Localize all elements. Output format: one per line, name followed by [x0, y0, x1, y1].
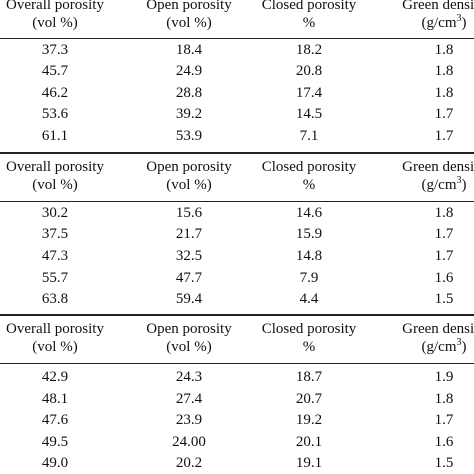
- cell-closed-porosity: 17.4: [295, 85, 323, 101]
- header-overall-porosity: Overall porosity: [6, 159, 104, 175]
- header-open-porosity-unit: (vol %): [166, 15, 212, 31]
- cell-green-density: 1.8: [434, 42, 454, 58]
- cell-overall-porosity: 55.7: [41, 270, 69, 286]
- cell-green-density: 1.7: [434, 412, 454, 428]
- header-overall-porosity: Overall porosity: [6, 321, 104, 337]
- cell-green-density: 1.8: [434, 63, 454, 79]
- cell-open-porosity: 47.7: [175, 270, 203, 286]
- header-open-porosity-unit: (vol %): [166, 339, 212, 355]
- cell-closed-porosity: 15.9: [295, 226, 323, 242]
- header-green-density: Green density: [402, 0, 474, 13]
- cell-green-density: 1.9: [434, 369, 454, 385]
- cell-closed-porosity: 19.2: [295, 412, 323, 428]
- header-rule: [0, 363, 474, 364]
- cell-overall-porosity: 49.0: [41, 455, 69, 471]
- header-overall-porosity-unit: (vol %): [32, 339, 78, 355]
- cell-closed-porosity: 18.2: [295, 42, 323, 58]
- cell-green-density: 1.6: [434, 270, 454, 286]
- cell-overall-porosity: 47.6: [41, 412, 69, 428]
- cell-closed-porosity: 14.6: [295, 205, 323, 221]
- header-closed-porosity-unit: %: [302, 15, 316, 31]
- cell-overall-porosity: 61.1: [41, 128, 69, 144]
- cell-open-porosity: 20.2: [175, 455, 203, 471]
- cell-closed-porosity: 7.1: [299, 128, 319, 144]
- cell-green-density: 1.6: [434, 434, 454, 450]
- header-open-porosity-unit: (vol %): [166, 177, 212, 193]
- table-block-1: Overall porosity Open porosity Closed po…: [0, 0, 474, 152]
- cell-open-porosity: 23.9: [175, 412, 203, 428]
- header-closed-porosity: Closed porosity: [261, 321, 357, 337]
- cell-closed-porosity: 7.9: [299, 270, 319, 286]
- header-closed-porosity: Closed porosity: [261, 0, 357, 13]
- header-green-density-unit: (g/cm3): [421, 13, 467, 32]
- cell-overall-porosity: 48.1: [41, 391, 69, 407]
- cell-open-porosity: 39.2: [175, 106, 203, 122]
- header-green-density: Green density: [402, 159, 474, 175]
- table-block-3: Overall porosity Open porosity Closed po…: [0, 318, 474, 474]
- cell-green-density: 1.7: [434, 106, 454, 122]
- cell-green-density: 1.7: [434, 128, 454, 144]
- cell-green-density: 1.7: [434, 226, 454, 242]
- cell-closed-porosity: 20.8: [295, 63, 323, 79]
- cell-open-porosity: 53.9: [175, 128, 203, 144]
- header-closed-porosity-unit: %: [302, 339, 316, 355]
- cell-closed-porosity: 4.4: [299, 291, 319, 307]
- cell-open-porosity: 24.3: [175, 369, 203, 385]
- cell-overall-porosity: 53.6: [41, 106, 69, 122]
- header-overall-porosity: Overall porosity: [6, 0, 104, 13]
- header-rule: [0, 38, 474, 39]
- cell-closed-porosity: 14.8: [295, 248, 323, 264]
- cell-open-porosity: 59.4: [175, 291, 203, 307]
- cell-overall-porosity: 42.9: [41, 369, 69, 385]
- cell-green-density: 1.5: [434, 455, 454, 471]
- cell-closed-porosity: 20.1: [295, 434, 323, 450]
- cell-overall-porosity: 47.3: [41, 248, 69, 264]
- cell-open-porosity: 32.5: [175, 248, 203, 264]
- header-open-porosity: Open porosity: [146, 159, 232, 175]
- cell-green-density: 1.5: [434, 291, 454, 307]
- cell-green-density: 1.8: [434, 85, 454, 101]
- cell-open-porosity: 24.00: [172, 434, 206, 450]
- header-green-density-unit: (g/cm3): [421, 175, 467, 194]
- cell-overall-porosity: 46.2: [41, 85, 69, 101]
- cell-overall-porosity: 63.8: [41, 291, 69, 307]
- cell-open-porosity: 28.8: [175, 85, 203, 101]
- cell-overall-porosity: 37.3: [41, 42, 69, 58]
- cell-overall-porosity: 30.2: [41, 205, 69, 221]
- cell-overall-porosity: 45.7: [41, 63, 69, 79]
- cell-open-porosity: 24.9: [175, 63, 203, 79]
- header-open-porosity: Open porosity: [146, 321, 232, 337]
- cell-green-density: 1.8: [434, 391, 454, 407]
- cell-open-porosity: 21.7: [175, 226, 203, 242]
- header-overall-porosity-unit: (vol %): [32, 15, 78, 31]
- block-separator-rule: [0, 314, 474, 316]
- table-block-2: Overall porosity Open porosity Closed po…: [0, 156, 474, 314]
- cell-open-porosity: 27.4: [175, 391, 203, 407]
- cell-overall-porosity: 49.5: [41, 434, 69, 450]
- header-closed-porosity-unit: %: [302, 177, 316, 193]
- header-open-porosity: Open porosity: [146, 0, 232, 13]
- header-closed-porosity: Closed porosity: [261, 159, 357, 175]
- header-green-density-unit: (g/cm3): [421, 337, 467, 356]
- cell-closed-porosity: 14.5: [295, 106, 323, 122]
- cell-green-density: 1.8: [434, 205, 454, 221]
- header-green-density: Green density: [402, 321, 474, 337]
- cell-closed-porosity: 18.7: [295, 369, 323, 385]
- cell-green-density: 1.7: [434, 248, 454, 264]
- block-separator-rule: [0, 152, 474, 154]
- cell-overall-porosity: 37.5: [41, 226, 69, 242]
- cell-closed-porosity: 19.1: [295, 455, 323, 471]
- cell-open-porosity: 15.6: [175, 205, 203, 221]
- header-rule: [0, 201, 474, 202]
- cell-closed-porosity: 20.7: [295, 391, 323, 407]
- cell-open-porosity: 18.4: [175, 42, 203, 58]
- header-overall-porosity-unit: (vol %): [32, 177, 78, 193]
